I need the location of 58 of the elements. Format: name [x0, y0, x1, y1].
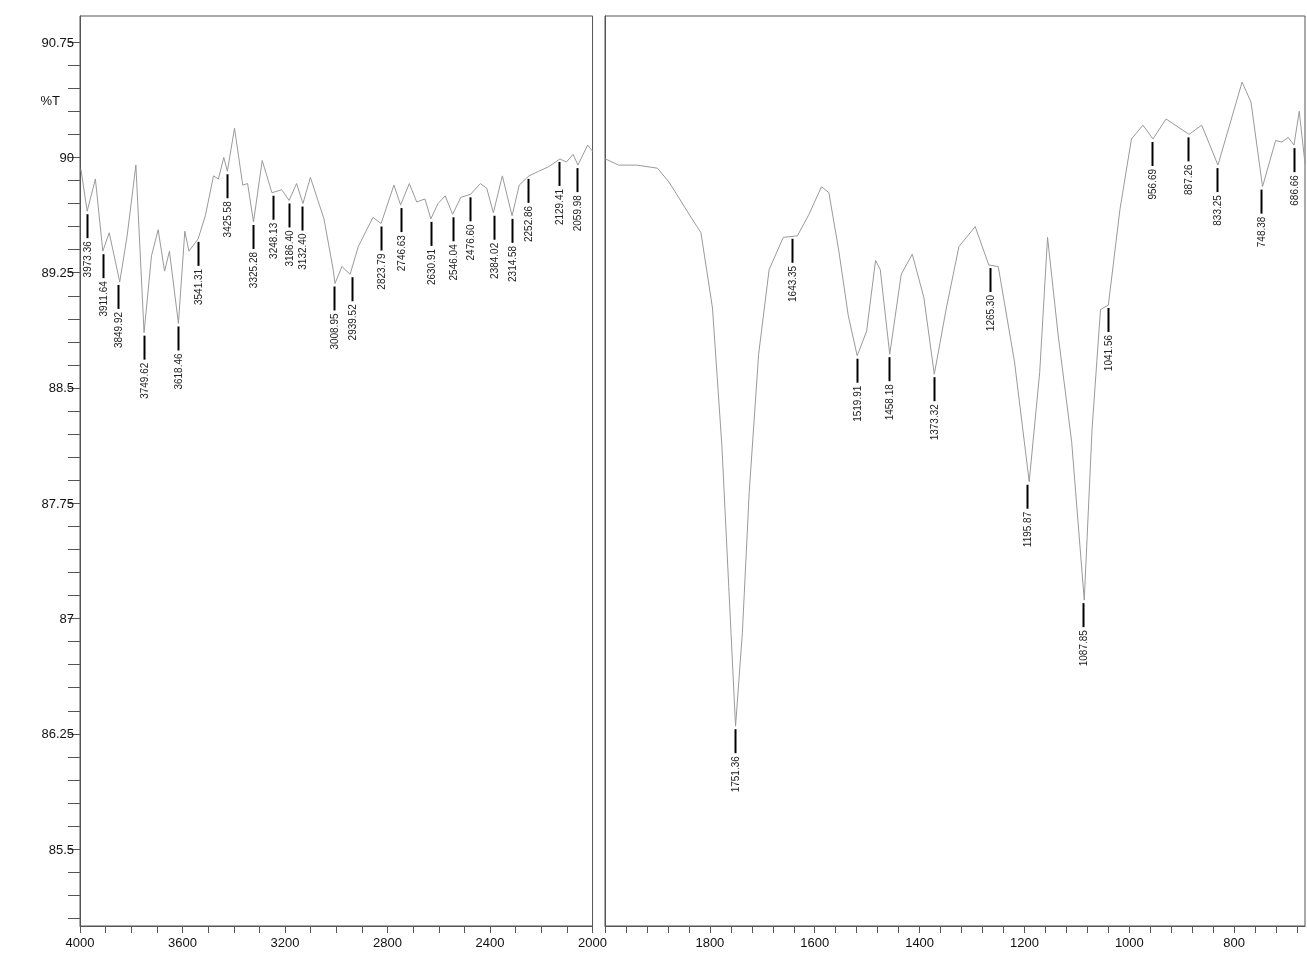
annotation: 2384.02 — [489, 242, 500, 279]
annotation: 2823.79 — [376, 253, 387, 290]
annotation: 1751.36 — [730, 755, 741, 793]
x-tick-label: 1600 — [800, 935, 830, 950]
annotation: 3973.36 — [82, 240, 93, 278]
x-tick-label: 4000 — [65, 935, 95, 950]
annotation: 2059.98 — [572, 194, 583, 232]
x-tick-label: 1000 — [1114, 935, 1144, 950]
annotation: 1195.87 — [1022, 511, 1033, 548]
annotation: 3008.95 — [329, 313, 340, 350]
annotation: 2630.91 — [426, 248, 437, 286]
annotation: 2252.86 — [523, 205, 534, 243]
x-tick-label: 1200 — [1010, 935, 1039, 950]
x-tick-label: 1400 — [905, 935, 935, 950]
annotation: 2314.58 — [507, 245, 518, 282]
annotation: 3618.46 — [173, 353, 184, 390]
y-tick-label: 85.5 — [48, 841, 74, 857]
annotation: 2939.52 — [347, 303, 358, 341]
annotation: 2746.63 — [396, 234, 407, 272]
annotation: 2476.60 — [465, 223, 476, 261]
annotation: 748.38 — [1256, 216, 1267, 248]
x-tick-label: 3200 — [270, 935, 300, 950]
annotation: 1041.56 — [1103, 334, 1114, 372]
x-tick-label: 3600 — [168, 935, 197, 950]
y-tick-label: 87 — [59, 611, 74, 627]
annotation: 887.26 — [1183, 163, 1194, 195]
annotation: 3541.31 — [193, 268, 204, 306]
annotation: 1087.85 — [1078, 629, 1089, 667]
annotation: 1519.91 — [852, 385, 863, 422]
annotation: 3132.40 — [297, 233, 308, 270]
y-tick-label: 88.5 — [48, 380, 74, 396]
annotation: 956.69 — [1147, 168, 1158, 200]
annotation: 3248.13 — [268, 222, 279, 259]
x-tick-label: 2800 — [373, 935, 402, 950]
annotation: 1373.32 — [929, 403, 940, 441]
annotation: 3425.58 — [222, 200, 233, 238]
annotation: 686.66 — [1289, 174, 1300, 206]
x-tick-label: 1800 — [695, 935, 725, 950]
y-tick-label: 90.75 — [41, 34, 74, 50]
annotation: 3749.62 — [139, 362, 150, 399]
annotation: 3911.64 — [98, 280, 109, 317]
annotation: 1643.35 — [787, 265, 798, 302]
y-tick-label: 90 — [59, 149, 74, 165]
y-tick-label: 89.25 — [41, 265, 74, 281]
y-tick-label: 87.75 — [41, 495, 74, 511]
annotation: 2546.04 — [448, 243, 459, 281]
x-tick-label: 2000 — [578, 935, 607, 950]
x-tick-label: 800 — [1223, 935, 1246, 950]
y-tick-label: 86.25 — [41, 726, 74, 742]
annotation: 2129.41 — [554, 188, 565, 226]
x-tick-label: 2400 — [475, 935, 505, 950]
annotation: 1458.18 — [884, 383, 895, 421]
annotation: 1265.30 — [985, 294, 996, 332]
y-axis-title: %T — [40, 92, 61, 108]
annotation: 3186.40 — [284, 230, 295, 267]
annotation: 833.25 — [1212, 194, 1223, 226]
annotation: 3849.92 — [113, 311, 124, 349]
annotation: 3325.28 — [248, 251, 259, 289]
